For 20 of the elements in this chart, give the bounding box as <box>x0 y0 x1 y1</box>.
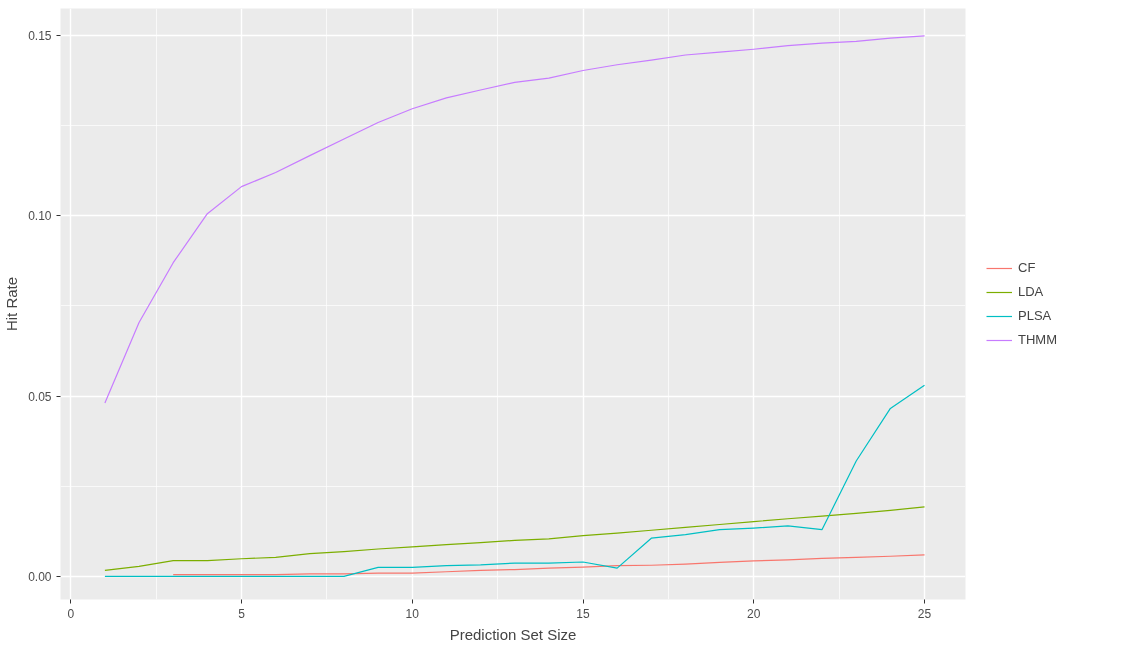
line-series <box>104 384 926 578</box>
legend-label: THMM <box>1018 332 1057 347</box>
x-tick-label: 25 <box>917 606 932 621</box>
y-tick-label: 0.15 <box>28 29 52 44</box>
y-axis-title: Hit Rate <box>3 276 21 332</box>
y-tick-label: 0.00 <box>28 569 52 584</box>
x-tick-label: 10 <box>405 606 420 621</box>
line-series <box>104 35 926 404</box>
y-tick-label: 0.05 <box>28 389 52 404</box>
legend-label: CF <box>1018 260 1037 275</box>
x-tick-label: 15 <box>576 606 591 621</box>
legend-label: LDA <box>1018 284 1044 299</box>
line-series <box>172 554 926 576</box>
line-series <box>104 506 926 571</box>
x-tick-label: 5 <box>238 606 246 621</box>
y-tick-label: 0.10 <box>28 209 52 224</box>
legend-label: PLSA <box>1018 308 1052 323</box>
x-tick-label: 20 <box>747 606 761 621</box>
x-tick-label: 0 <box>67 606 75 621</box>
x-axis-title: Prediction Set Size <box>449 625 577 643</box>
